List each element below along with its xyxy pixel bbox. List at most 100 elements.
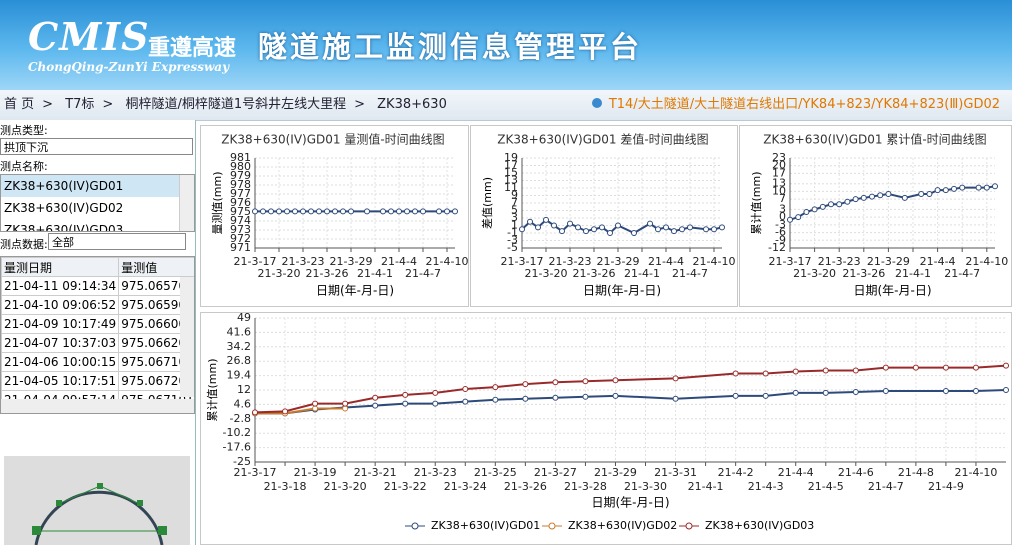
y-tick-label: 978 [230, 178, 251, 191]
x-tick-label: 21-3-23 [549, 255, 592, 268]
y-tick-label: 7 [779, 192, 786, 205]
x-tick-label: 21-4-4 [778, 466, 814, 479]
y-tick-label: 3 [779, 202, 786, 215]
table-row[interactable]: 21-04-06 10:00:15 975.067101 [1, 352, 194, 372]
y-tick-label: 19.4 [227, 369, 252, 382]
cell: 975.066201 [118, 333, 194, 353]
x-tick-label: 21-4-4 [648, 255, 684, 268]
x-tick-label: 21-3-17 [234, 255, 277, 268]
select[interactable]: 拱顶下沉 [0, 138, 193, 155]
data-point [519, 226, 525, 233]
list-item[interactable]: ZK38+630(IV)GD01 [1, 175, 194, 197]
data-point [663, 224, 669, 231]
y-tick-label: 975 [230, 205, 251, 218]
data-point [552, 379, 559, 386]
data-point [575, 224, 581, 231]
data-point [972, 364, 979, 371]
data-point [292, 208, 298, 215]
data-point [402, 400, 409, 407]
cell: 975.067201 [118, 371, 194, 391]
brand: 重遵高速 [148, 36, 237, 61]
data-point [828, 201, 834, 208]
x-tick-label: 21-4-4 [381, 255, 417, 268]
data-point [852, 196, 859, 203]
data-point [282, 408, 289, 415]
y-tick-label: 19 [504, 151, 518, 164]
data-point [402, 391, 409, 398]
list-item[interactable]: ZK38+630(IV)GD03 [4, 223, 124, 232]
select[interactable]: 全部 [48, 233, 186, 250]
data-point [992, 183, 998, 190]
y-tick-label: -12 [768, 241, 786, 254]
alert-link[interactable]: T14/大土隧道/大土隧道右线出口/YK84+823/YK84+823(Ⅲ)GD… [588, 90, 1004, 120]
scrollbar[interactable] [179, 175, 194, 231]
crumb[interactable]: 首 页 [4, 97, 35, 112]
cell: 975.067101 [118, 352, 194, 372]
data-point [300, 208, 306, 215]
data-point [380, 208, 386, 215]
header-cell: 量测值 [118, 257, 194, 277]
list-item[interactable]: ZK38+630(IV)GD02 [4, 201, 124, 215]
data-point [1003, 362, 1009, 369]
data-point [1003, 387, 1009, 393]
y-tick-label: 41.6 [227, 325, 252, 338]
scrollbar[interactable] [1, 399, 194, 413]
data-point [672, 395, 679, 402]
x-tick-label: 21-3-17 [501, 255, 544, 268]
x-tick-label: 21-4-7 [868, 480, 904, 493]
crumb[interactable]: T7标 [65, 97, 95, 112]
data-point [732, 392, 739, 399]
y-tick-label: -17.6 [223, 441, 251, 454]
data-point [364, 208, 370, 215]
table-row[interactable]: 21-04-10 09:06:52 975.065901 [1, 295, 194, 315]
header: CMIS 重遵高速 ChongQing-ZunYi Expressway 隧道施… [0, 0, 1012, 90]
data-point [612, 392, 619, 399]
x-tick-label: 21-3-20 [258, 267, 301, 280]
table-row[interactable]: 21-04-09 10:17:49 975.066001 [1, 314, 194, 334]
header-cell: 量测日期 [1, 257, 120, 277]
legend-marker [685, 522, 693, 530]
table-row[interactable]: 21-04-05 10:17:51 975.067201 [1, 371, 194, 391]
brand-en: ChongQing-ZunYi Expressway [28, 60, 230, 74]
separator: > [42, 97, 54, 112]
table-row[interactable]: 21-04-07 10:37:03 975.066201 [1, 333, 194, 353]
x-tick-label: 21-4-1 [624, 267, 660, 280]
x-tick-label: 21-3-29 [867, 255, 910, 268]
y-tick-label: 4.6 [234, 397, 252, 410]
data-point [492, 384, 499, 391]
data-point [852, 388, 859, 395]
data-point [308, 208, 314, 215]
data-point [522, 381, 529, 388]
chart-title: ZK38+630(IV)GD01 量测值-时间曲线图 [221, 132, 444, 147]
x-tick-label: 21-3-26 [573, 267, 616, 280]
data-point [284, 208, 290, 215]
data-point [527, 218, 533, 225]
x-tick-label: 21-4-9 [928, 480, 964, 493]
data-point [679, 226, 685, 233]
data-point [687, 224, 693, 231]
x-tick-label: 21-3-22 [384, 480, 427, 493]
y-tick-label: 0 [779, 210, 786, 223]
data-point [324, 208, 330, 215]
x-tick-label: 21-3-23 [282, 255, 325, 268]
table-row[interactable]: 21-04-11 09:14:34 975.065701 [1, 276, 194, 296]
x-tick-label: 21-3-25 [474, 466, 517, 479]
y-tick-label: 9 [511, 189, 518, 202]
data-point [836, 201, 843, 208]
y-axis-title: 累计值(mm) [206, 358, 219, 421]
chart-title: ZK38+630(IV)GD01 差值-时间曲线图 [497, 132, 708, 147]
data-point [647, 220, 653, 227]
y-tick-label: 980 [230, 160, 251, 173]
separator: > [354, 97, 366, 112]
alert-text[interactable]: T14/大土隧道/大土隧道右线出口/YK84+823/YK84+823(Ⅲ)GD… [608, 97, 1000, 112]
chart-panel [200, 312, 1012, 545]
data-point [612, 377, 619, 384]
data-point [452, 208, 458, 215]
crumb[interactable]: 桐梓隧道/桐梓隧道1号斜井左线大里程 [125, 97, 347, 112]
data-point [591, 226, 597, 233]
data-point [934, 187, 941, 194]
data-point [535, 224, 541, 231]
scrollbar[interactable] [180, 277, 194, 397]
y-tick-label: 1 [511, 219, 518, 232]
data-point [276, 208, 282, 215]
